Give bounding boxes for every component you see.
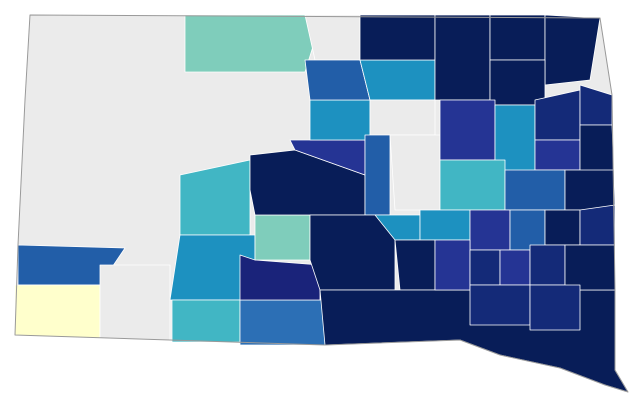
- county: [239, 299, 326, 346]
- county: [489, 59, 546, 106]
- county: [504, 169, 566, 211]
- county: [254, 214, 311, 261]
- county: [419, 209, 471, 241]
- county: [369, 99, 436, 136]
- county: [489, 14, 546, 61]
- county: [304, 59, 371, 101]
- county: [564, 169, 616, 211]
- county: [364, 134, 391, 216]
- county: [564, 244, 616, 291]
- county: [309, 214, 396, 291]
- county: [359, 14, 436, 61]
- county: [469, 209, 511, 251]
- county: [579, 124, 615, 176]
- county: [579, 204, 616, 246]
- county: [434, 14, 491, 101]
- county: [184, 14, 316, 73]
- county: [394, 239, 436, 291]
- county: [359, 59, 436, 101]
- county: [439, 99, 496, 161]
- county: [309, 99, 371, 141]
- county: [469, 284, 531, 326]
- state-outline: [14, 14, 629, 393]
- county: [434, 239, 471, 291]
- county: [499, 249, 531, 286]
- county: [529, 284, 581, 331]
- county: [529, 244, 566, 286]
- county: [99, 264, 171, 341]
- county: [439, 159, 506, 211]
- county: [389, 134, 441, 211]
- county: [304, 14, 361, 61]
- county: [171, 299, 241, 343]
- county: [469, 249, 501, 286]
- county: [509, 209, 546, 251]
- county: [14, 284, 101, 339]
- county: [534, 139, 581, 171]
- county: [544, 209, 581, 246]
